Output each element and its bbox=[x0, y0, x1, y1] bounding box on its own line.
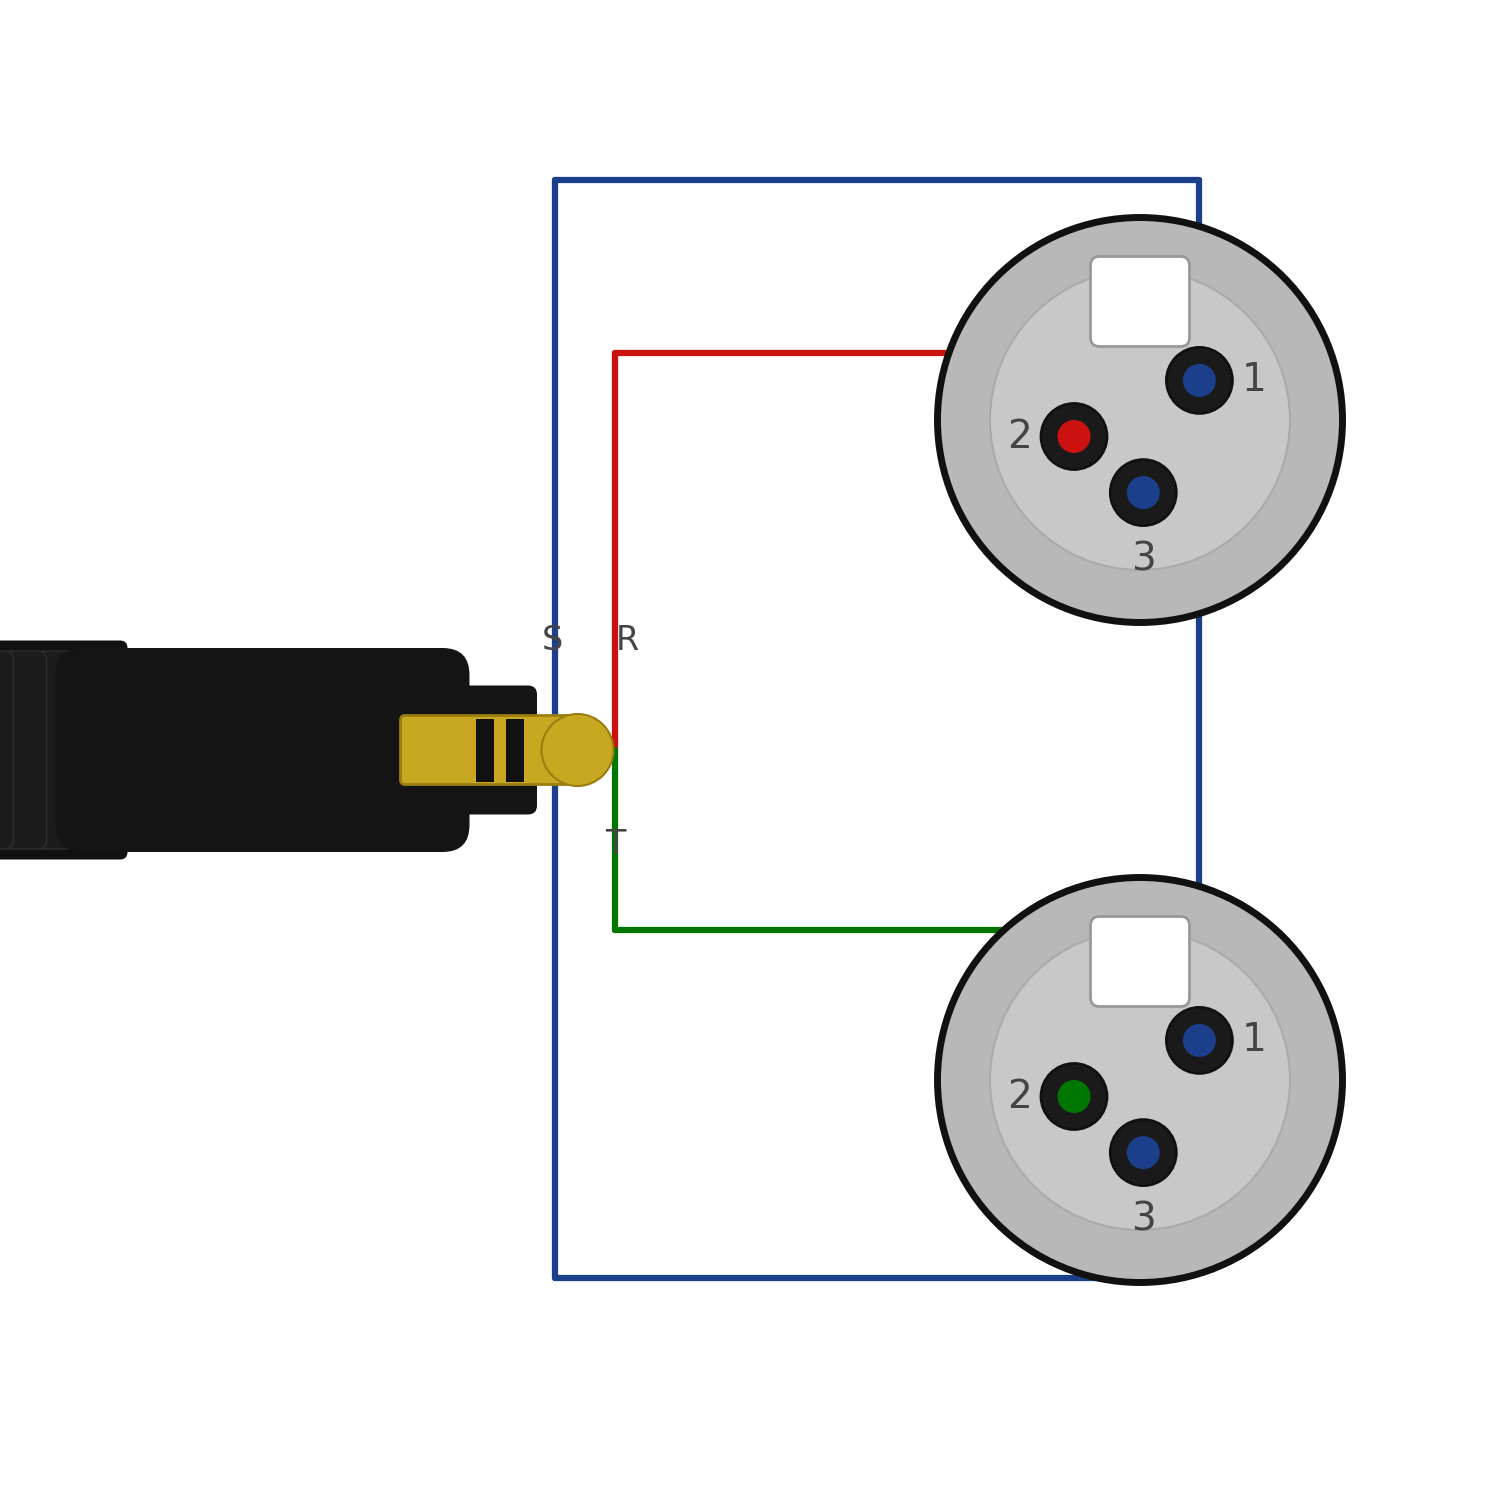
FancyBboxPatch shape bbox=[34, 651, 80, 849]
Circle shape bbox=[1126, 476, 1160, 508]
Text: 2: 2 bbox=[1008, 417, 1032, 456]
Circle shape bbox=[1167, 348, 1233, 414]
FancyBboxPatch shape bbox=[56, 648, 470, 852]
Circle shape bbox=[990, 930, 1290, 1230]
Text: 1: 1 bbox=[1242, 1022, 1266, 1059]
Text: R: R bbox=[615, 624, 639, 657]
Circle shape bbox=[938, 878, 1342, 1282]
Text: 3: 3 bbox=[1131, 540, 1155, 579]
FancyBboxPatch shape bbox=[1090, 916, 1190, 1007]
Circle shape bbox=[1058, 1080, 1090, 1113]
FancyBboxPatch shape bbox=[68, 651, 112, 849]
Circle shape bbox=[938, 217, 1342, 622]
FancyBboxPatch shape bbox=[0, 640, 128, 860]
Circle shape bbox=[1110, 1119, 1176, 1185]
FancyBboxPatch shape bbox=[2, 651, 46, 849]
Text: T: T bbox=[604, 828, 625, 861]
Circle shape bbox=[990, 270, 1290, 570]
Circle shape bbox=[1110, 459, 1176, 525]
Circle shape bbox=[1184, 364, 1216, 398]
Circle shape bbox=[1184, 1024, 1216, 1057]
Circle shape bbox=[1167, 1008, 1233, 1074]
FancyBboxPatch shape bbox=[422, 686, 537, 814]
Text: 3: 3 bbox=[1131, 1200, 1155, 1239]
Text: 1: 1 bbox=[1242, 362, 1266, 399]
FancyBboxPatch shape bbox=[400, 716, 582, 784]
Circle shape bbox=[1041, 1064, 1107, 1130]
Circle shape bbox=[542, 714, 614, 786]
Circle shape bbox=[1041, 404, 1107, 470]
Circle shape bbox=[1058, 420, 1090, 453]
FancyBboxPatch shape bbox=[1090, 256, 1190, 346]
Text: S: S bbox=[542, 624, 562, 657]
Circle shape bbox=[1126, 1136, 1160, 1168]
FancyBboxPatch shape bbox=[506, 718, 524, 782]
FancyBboxPatch shape bbox=[0, 651, 13, 849]
Text: 2: 2 bbox=[1008, 1077, 1032, 1116]
FancyBboxPatch shape bbox=[476, 718, 494, 782]
